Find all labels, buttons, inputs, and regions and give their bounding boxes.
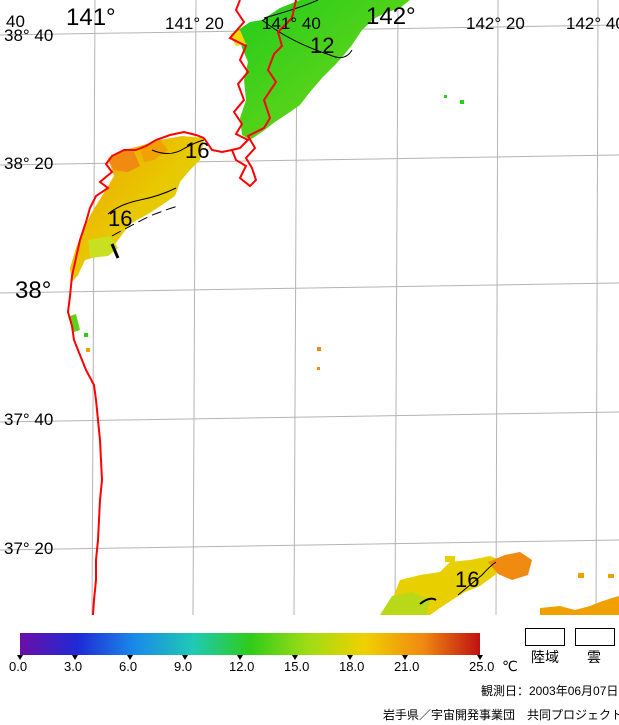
colorbar-tick-mark: [347, 655, 353, 660]
colorbar-tick-mark: [127, 655, 133, 660]
colorbar-tick-mark: [17, 655, 23, 660]
lon-label-141: 141°: [66, 4, 116, 31]
colorbar-tick-label: 9.0: [174, 659, 193, 674]
observation-date: 観測日：2003年06月07日: [481, 684, 619, 698]
lat-label-37-20: 37° 20: [4, 539, 54, 558]
coastline: [66, 0, 297, 615]
lat-label-38-20: 38° 20: [4, 154, 54, 173]
colorbar-tick-mark: [237, 655, 243, 660]
legend-land-label: 陸域: [531, 649, 559, 665]
sst-patch-north: [238, 0, 410, 140]
colorbar-tick-label: 6.0: [119, 659, 138, 674]
lon-label-142-40: 142° 40: [566, 14, 619, 33]
colorbar-tick-mark: [182, 655, 188, 660]
lat-label-38: 38°: [15, 277, 52, 304]
colorbar-tick-label: 12.0: [229, 659, 255, 674]
lon-label-141-40: 141° 40: [262, 14, 321, 33]
colorbar-tick-mark: [72, 655, 78, 660]
sst-map: [0, 0, 619, 615]
temperature-colorbar: [20, 633, 480, 655]
colorbar-tick-label: 21.0: [394, 659, 420, 674]
colorbar-unit: ℃: [502, 658, 518, 674]
lon-label-142-20: 142° 20: [466, 14, 525, 33]
colorbar-tick-label: 0.0: [9, 659, 28, 674]
colorbar-tick-label: 15.0: [284, 659, 310, 674]
lon-label-141-20: 141° 20: [165, 14, 224, 33]
lat-label-37-40: 37° 40: [4, 410, 54, 429]
colorbar-tick-mark: [402, 655, 408, 660]
project-credit: 岩手県／宇宙開発事業団 共同プロジェクト: [383, 708, 619, 722]
colorbar-tick-mark: [477, 655, 483, 660]
sst-patches: [70, 0, 619, 615]
colorbar-tick-label: 18.0: [339, 659, 365, 674]
contour-label-12: 12: [310, 33, 335, 58]
legend-land-swatch: [525, 628, 565, 646]
legend-cloud-swatch: [575, 628, 615, 646]
colorbar-tick-mark: [292, 655, 298, 660]
corner-label: 40: [6, 12, 25, 31]
contour-lines: [107, 0, 497, 605]
contour-label-16-north: 16: [185, 138, 210, 163]
lon-label-142: 142°: [366, 3, 416, 30]
contour-label-16-southeast: 16: [455, 567, 480, 592]
colorbar-tick-label: 3.0: [64, 659, 83, 674]
colorbar-tick-label: 25.0: [469, 659, 495, 674]
lat-label-38-40: 38° 40: [4, 26, 54, 45]
contour-label-16-coastal: 16: [108, 206, 133, 231]
legend-cloud-label: 雲: [587, 649, 601, 665]
